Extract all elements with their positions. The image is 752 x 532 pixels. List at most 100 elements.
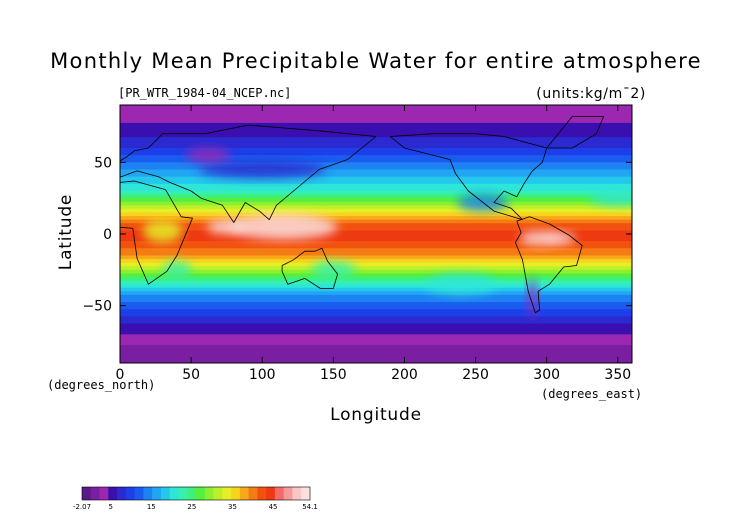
heatmap-band (120, 330, 632, 335)
colorbar-swatch (143, 487, 153, 500)
x-tick-label: 50 (182, 367, 200, 383)
heatmap-band (120, 226, 632, 232)
coastline (515, 216, 583, 314)
heatmap-band (120, 327, 632, 332)
y-tick-label: −50 (82, 299, 112, 315)
colorbar-swatch (231, 487, 241, 500)
heatmap-band (120, 312, 632, 318)
heatmap-band (120, 108, 632, 113)
y-tick-label: 0 (103, 227, 112, 243)
colorbar-swatch (248, 487, 258, 500)
x-axis-label: Longitude (330, 405, 422, 425)
colorbar-swatch (178, 487, 188, 500)
colorbar: -2.07 5 15 25 35 45 54.1 (73, 486, 318, 511)
heatmap-band (120, 133, 632, 138)
colorbar-swatch (213, 487, 223, 500)
heatmap-cell (546, 232, 576, 245)
heatmap-band (120, 198, 632, 203)
heatmap-band (120, 348, 632, 353)
colorbar-swatch (152, 487, 162, 500)
x-tick-label: 100 (249, 367, 276, 383)
heatmap-band (120, 165, 632, 171)
heatmap-band (120, 201, 632, 206)
coastline (546, 116, 604, 149)
colorbar-tick-label: -2.07 (73, 503, 91, 511)
heatmap-band (120, 341, 632, 346)
x-tick-label: 0 (116, 367, 125, 383)
heatmap-band (120, 205, 632, 210)
x-tick-label: 300 (533, 367, 560, 383)
heatmap-band (120, 112, 632, 117)
heatmap-band (120, 302, 632, 307)
colorbar-swatch (301, 487, 311, 500)
heatmap-band (120, 183, 632, 189)
heatmap-band (120, 216, 632, 221)
heatmap-band (120, 287, 632, 292)
colorbar-swatch (117, 487, 127, 500)
heatmap-band (120, 277, 632, 282)
colorbar-tick-label: 25 (187, 503, 196, 511)
heatmap-band (120, 255, 632, 260)
heatmap-band (120, 284, 632, 289)
colorbar-frame (81, 486, 311, 501)
chart-units: (units:kg/m¯2) (536, 86, 646, 102)
heatmap-cell (229, 213, 338, 240)
heatmap-band (120, 169, 632, 174)
x-axis: 0 50 100 150 200 250 300 350 (116, 105, 631, 383)
heatmap-band (120, 266, 632, 271)
heatmap-band (120, 237, 632, 242)
heatmap-band (120, 176, 632, 181)
colorbar-swatch (222, 487, 232, 500)
heatmap-band (120, 194, 632, 199)
colorbar-tick-label: 15 (147, 503, 156, 511)
heatmap-cell (528, 278, 537, 319)
heatmap-band (120, 173, 632, 178)
coastline (120, 124, 377, 223)
heatmap-band (120, 262, 632, 267)
heatmap-field (120, 105, 632, 363)
colorbar-swatch (125, 487, 136, 500)
heatmap-band (120, 162, 632, 167)
heatmap-cell (185, 148, 231, 163)
x-tick-label: 350 (604, 367, 631, 383)
heatmap-band (120, 105, 632, 110)
colorbar-swatch (187, 487, 197, 500)
colorbar-swatch (169, 487, 179, 500)
colorbar-swatch (266, 487, 276, 500)
heatmap-band (120, 337, 632, 343)
heatmap-cell (142, 219, 183, 243)
heatmap-band (120, 122, 632, 128)
heatmap-band (120, 334, 632, 339)
heatmap-cell (425, 274, 497, 295)
heatmap-band (120, 140, 632, 146)
heatmap-band (120, 316, 632, 321)
heatmap-cell (310, 261, 357, 279)
heatmap-band (120, 305, 632, 310)
x-tick-label: 200 (391, 367, 418, 383)
heatmap-band (120, 137, 632, 142)
colorbar-swatch (82, 487, 92, 500)
y-unit-note: (degrees_north) (47, 378, 155, 392)
coastline (281, 247, 338, 289)
y-axis: −50 0 50 (82, 155, 632, 315)
coastline (120, 180, 193, 285)
colorbar-swatch (283, 487, 293, 500)
heatmap-band (120, 187, 632, 192)
heatmap-band (120, 352, 632, 357)
heatmap-cell (162, 261, 192, 279)
heatmap-band (120, 241, 632, 246)
heatmap-band (120, 119, 632, 124)
x-unit-note: (degrees_east) (541, 387, 642, 401)
colorbar-tick-label: 35 (228, 503, 237, 511)
heatmap-band (120, 244, 632, 249)
heatmap-band (120, 148, 632, 153)
heatmap-band (120, 180, 632, 185)
coastline (389, 133, 548, 221)
heatmap-band (120, 251, 632, 257)
colorbar-swatch (90, 487, 100, 500)
heatmap-band (120, 126, 632, 131)
colorbar-swatch (99, 487, 109, 500)
heatmap-band (120, 355, 632, 361)
colorbar-swatch (160, 487, 171, 500)
